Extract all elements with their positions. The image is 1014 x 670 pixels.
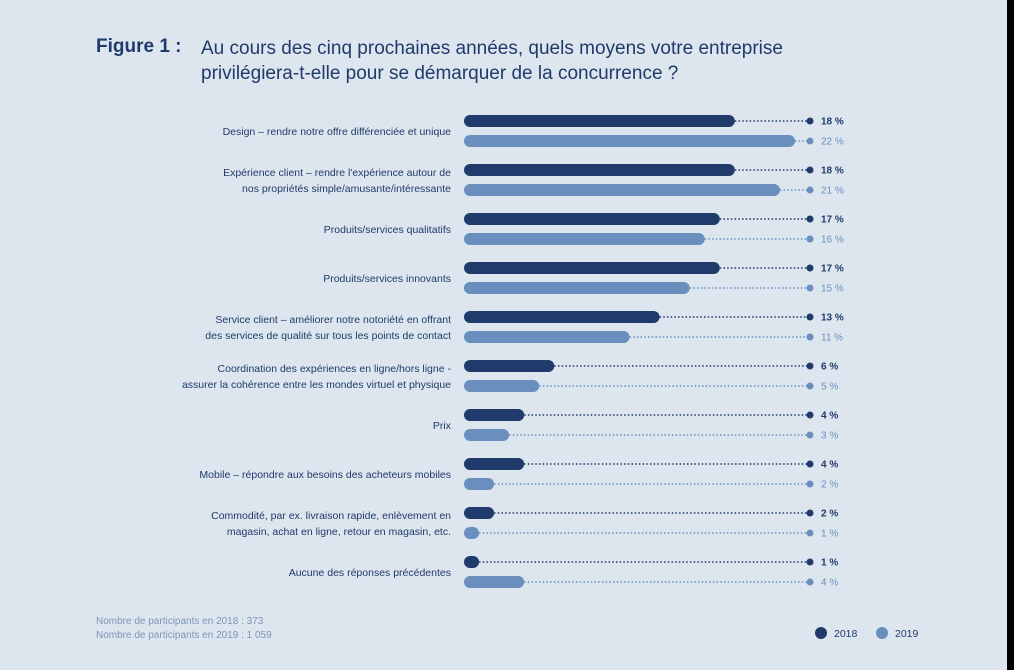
end-dot xyxy=(806,186,814,194)
figure-label: Figure 1 : xyxy=(96,36,182,57)
end-dot xyxy=(806,460,814,468)
data-label-2019: 15 % xyxy=(821,284,844,295)
end-dot xyxy=(806,382,814,390)
data-label-2018: 6 % xyxy=(821,362,838,373)
end-dot xyxy=(806,117,814,125)
data-label-2019: 22 % xyxy=(821,137,844,148)
legend-marker-2019 xyxy=(876,627,888,639)
end-dot xyxy=(806,264,814,272)
end-dot xyxy=(806,578,814,586)
data-label-2018: 4 % xyxy=(821,460,838,471)
data-label-2019: 11 % xyxy=(821,333,843,344)
end-dot xyxy=(806,166,814,174)
data-label-2019: 1 % xyxy=(821,529,838,540)
data-label-2018: 1 % xyxy=(821,558,838,569)
data-label-2018: 17 % xyxy=(821,215,844,226)
data-label-2019: 3 % xyxy=(821,431,838,442)
end-dot xyxy=(806,529,814,537)
category-label: assurer la cohérence entre les mondes vi… xyxy=(182,379,451,391)
data-label-2018: 18 % xyxy=(821,166,844,177)
category-label: des services de qualité sur tous les poi… xyxy=(205,330,451,342)
participant-note-2018: Nombre de participants en 2018 : 373 xyxy=(96,616,264,627)
category-label: Produits/services innovants xyxy=(323,273,451,285)
data-label-2018: 2 % xyxy=(821,509,838,520)
end-dot xyxy=(806,313,814,321)
end-dot xyxy=(806,431,814,439)
end-dot xyxy=(806,480,814,488)
data-label-2019: 4 % xyxy=(821,578,838,589)
category-label: Coordination des expériences en ligne/ho… xyxy=(218,363,452,375)
chart-title-line-1: Au cours des cinq prochaines années, que… xyxy=(201,38,783,59)
end-dot xyxy=(806,284,814,292)
chart-title: Au cours des cinq prochaines années, que… xyxy=(201,36,841,86)
legend-marker-2018 xyxy=(815,627,827,639)
end-dot xyxy=(806,137,814,145)
data-label-2019: 2 % xyxy=(821,480,838,491)
category-label: Prix xyxy=(433,420,452,432)
legend-label-2019: 2019 xyxy=(895,628,919,640)
category-label: Commodité, par ex. livraison rapide, enl… xyxy=(211,510,451,522)
data-label-2018: 17 % xyxy=(821,264,844,275)
end-dot xyxy=(806,215,814,223)
end-dot xyxy=(806,558,814,566)
data-label-2018: 13 % xyxy=(821,313,844,324)
end-dot xyxy=(806,333,814,341)
legend-label-2018: 2018 xyxy=(834,628,858,640)
category-label: magasin, achat en ligne, retour en magas… xyxy=(227,526,451,538)
data-label-2018: 4 % xyxy=(821,411,838,422)
category-label: Design – rendre notre offre différenciée… xyxy=(223,126,452,138)
end-dot xyxy=(806,411,814,419)
data-label-2018: 18 % xyxy=(821,117,844,128)
category-label: Produits/services qualitatifs xyxy=(324,224,451,236)
data-label-2019: 21 % xyxy=(821,186,844,197)
category-label: Aucune des réponses précédentes xyxy=(289,567,451,579)
category-label: Service client – améliorer notre notorié… xyxy=(215,314,451,326)
category-label: Mobile – répondre aux besoins des achete… xyxy=(199,469,451,481)
participant-note-2019: Nombre de participants en 2019 : 1 059 xyxy=(96,630,272,641)
participant-notes: Nombre de participants en 2018 : 373 Nom… xyxy=(96,615,272,643)
end-dot xyxy=(806,235,814,243)
category-label: nos propriétés simple/amusante/intéressa… xyxy=(242,183,451,195)
end-dot xyxy=(806,509,814,517)
end-dot xyxy=(806,362,814,370)
chart-title-line-2: privilégiera-t-elle pour se démarquer de… xyxy=(201,63,679,84)
data-label-2019: 16 % xyxy=(821,235,844,246)
category-label: Expérience client – rendre l'expérience … xyxy=(223,167,451,179)
data-label-2019: 5 % xyxy=(821,382,838,393)
